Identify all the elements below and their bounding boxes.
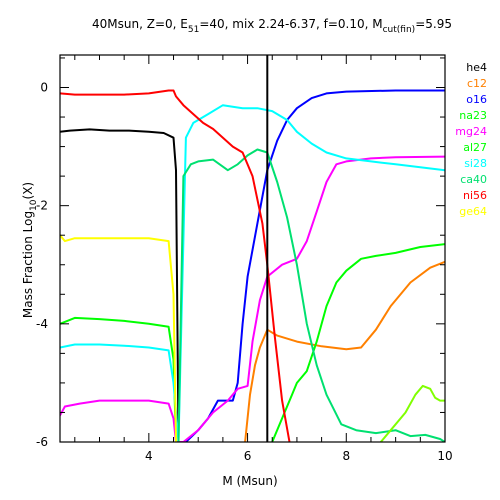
- series-line-c12: [244, 260, 445, 442]
- series-line-mg24: [60, 155, 445, 442]
- legend-item-mg24: mg24: [455, 125, 487, 138]
- x-tick-label: 4: [145, 449, 153, 463]
- legend-item-si28: si28: [464, 157, 487, 170]
- y-axis-label: Mass Fraction Log10(X): [21, 182, 39, 318]
- ylabel-subscript: 10: [29, 199, 39, 211]
- ylabel-text-end: (X): [21, 182, 35, 200]
- x-tick-label: 6: [244, 449, 252, 463]
- legend: he4 c12 o16 na23 mg24 al27 si28 ca40 ni56 ge64: [455, 61, 487, 218]
- legend-item-c12: c12: [467, 77, 487, 90]
- series-line-ge64: [60, 234, 177, 442]
- series-line-extra-10: [379, 384, 445, 442]
- y-tick-label: -2: [36, 199, 48, 213]
- legend-item-na23: na23: [459, 109, 487, 122]
- series-line-al27: [271, 243, 445, 442]
- series-line-o16: [184, 89, 445, 442]
- plot-frame: [59, 54, 446, 443]
- legend-item-ni56: ni56: [463, 189, 487, 202]
- series-line-ca40: [177, 148, 445, 442]
- chart-title: 40Msun, Z=0, E51=40, mix 2.24-6.37, f=0.…: [92, 17, 452, 35]
- legend-item-al27: al27: [463, 141, 487, 154]
- title-text-end: =5.95: [415, 17, 452, 31]
- legend-item-ca40: ca40: [460, 173, 487, 186]
- ylabel-text-main: Mass Fraction Log: [21, 211, 35, 318]
- title-text-mid: =40, mix 2.24-6.37, f=0.10, M: [199, 17, 382, 31]
- legend-item-he4: he4: [466, 61, 487, 74]
- x-tick-label: 8: [342, 449, 350, 463]
- legend-item-ge64: ge64: [459, 205, 487, 218]
- series-line-ni56: [60, 89, 291, 442]
- series-line-he4: [60, 128, 180, 442]
- x-tick-label: 10: [437, 449, 452, 463]
- series-line-na23: [60, 316, 177, 442]
- title-text-main: 40Msun, Z=0, E: [92, 17, 188, 31]
- series-line-si28: [60, 104, 445, 442]
- title-subscript-mcut: cut(fin): [383, 25, 416, 35]
- y-tick-label: -4: [36, 317, 48, 331]
- legend-item-o16: o16: [466, 93, 487, 106]
- x-axis-label: M (Msun): [222, 474, 277, 488]
- y-tick-label: 0: [40, 80, 48, 94]
- y-tick-label: -6: [36, 435, 48, 449]
- plot-area: [60, 55, 445, 442]
- axes: 4 6 8 10 0 -2 -4 -6: [36, 54, 453, 463]
- title-subscript-e51: 51: [188, 25, 199, 35]
